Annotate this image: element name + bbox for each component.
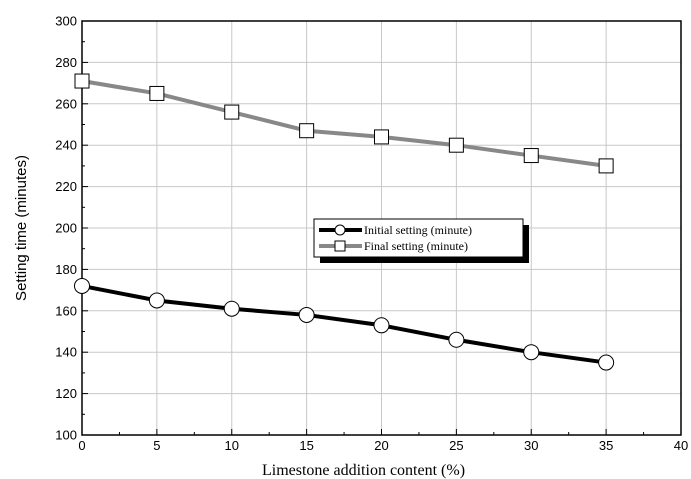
y-tick-label: 280 [55,55,77,70]
y-tick-label: 240 [55,138,77,153]
data-point-final [448,137,464,153]
y-tick-label: 220 [55,179,77,194]
legend-items: Initial setting (minute) Final setting (m… [319,223,472,253]
legend-marker [334,240,346,252]
x-tick-label: 30 [524,438,538,453]
legend-label: Initial setting (minute) [364,223,472,237]
data-point-initial [223,300,240,317]
x-tick-label: 20 [374,438,388,453]
x-tick-label: 10 [225,438,239,453]
legend-label: Final setting (minute) [364,239,468,253]
data-point-final [224,104,240,120]
data-point-final [598,158,614,174]
x-tick-label: 40 [674,438,688,453]
y-tick-label: 160 [55,303,77,318]
y-tick-label: 140 [55,345,77,360]
data-point-final [149,85,165,101]
data-point-final [299,123,315,139]
x-axis-label: Limestone addition content (%) [262,462,465,479]
y-tick-label: 260 [55,96,77,111]
data-point-final [74,73,90,89]
data-point-initial [373,317,390,334]
grid [81,20,682,436]
legend-marker [334,224,346,236]
data-point-final [374,129,389,145]
x-tick-label: 0 [78,438,85,453]
data-point-initial [148,292,165,309]
series-markers [74,73,615,371]
x-tick-label: 35 [599,438,613,453]
data-point-final [523,148,539,164]
x-tick-label: 5 [153,438,160,453]
tick-labels: 0 5 10 15 20 25 30 35 40 100 120 140 160 180 200 220 240… [55,14,688,454]
series-line-2 [81,79,607,168]
y-tick-label: 300 [55,14,77,29]
data-point-initial [298,306,315,323]
series-lines [81,79,607,365]
axis-ticks [81,20,682,436]
series-line-1 [81,283,607,365]
data-point-initial [448,331,465,348]
data-point-initial [598,354,615,371]
x-tick-label: 25 [449,438,463,453]
x-tick-label: 15 [299,438,313,453]
legend-box [313,218,524,258]
data-point-initial [74,277,90,294]
data-point-initial [523,344,540,361]
y-tick-label: 180 [55,262,77,277]
y-axis-label: Setting time (minutes) [13,155,30,301]
y-tick-label: 120 [55,386,77,401]
y-tick-label: 100 [55,428,77,443]
y-tick-label: 200 [55,221,77,236]
legend: Initial setting (minute) Final setting (m… [313,218,529,263]
